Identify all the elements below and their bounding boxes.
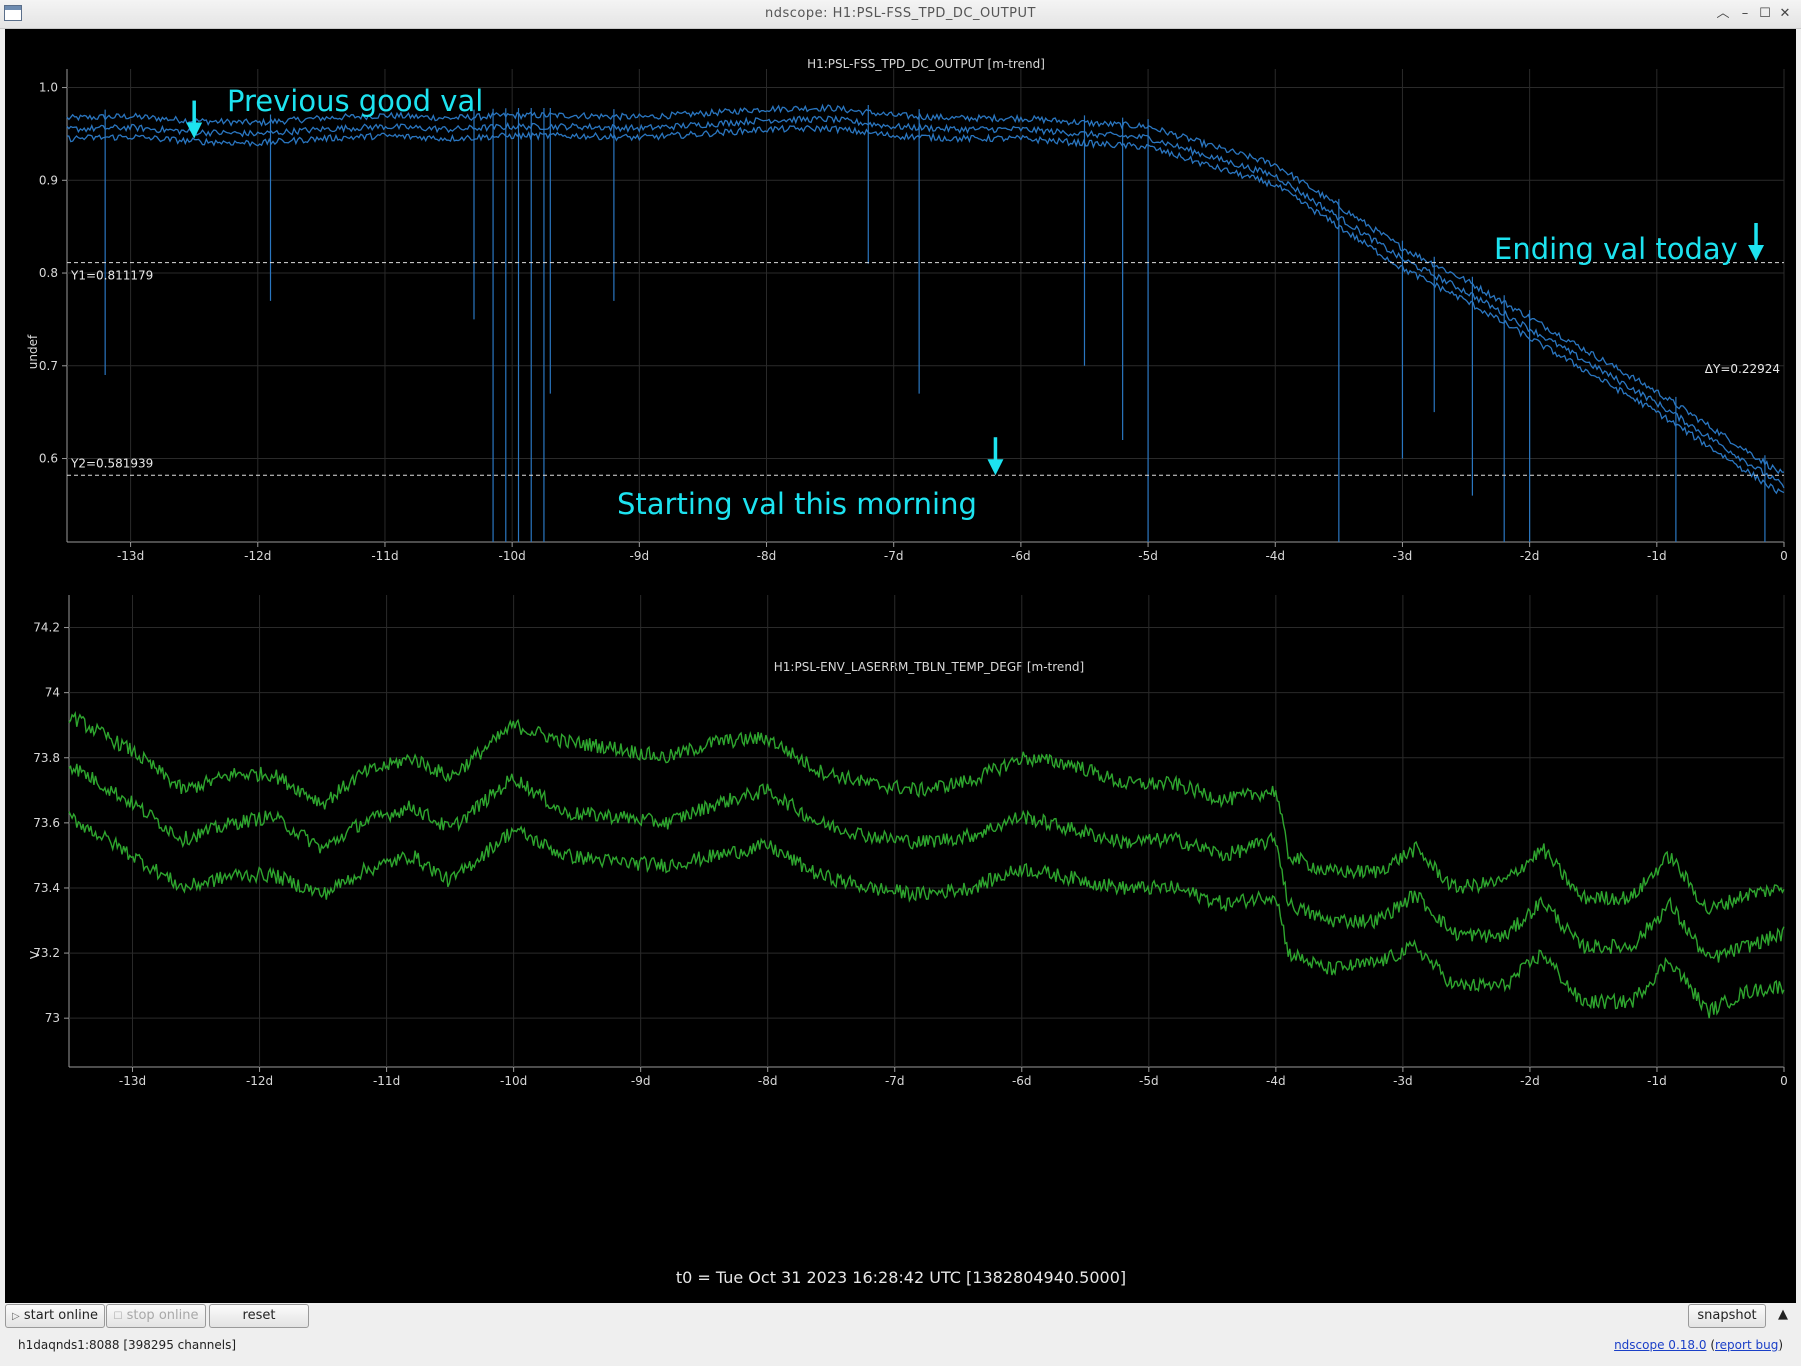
y-axis-ticks: 74.2 74 73.8 73.6 73.4 73.2 73	[33, 621, 69, 1025]
x-tick-label: -13d	[119, 1074, 146, 1088]
y-tick-label: 74.2	[33, 621, 60, 635]
expand-triangle-icon[interactable]: ▲	[1778, 1307, 1788, 1322]
paren-close: )	[1778, 1338, 1783, 1352]
start-online-label: start online	[23, 1308, 98, 1323]
chevron-up-icon[interactable]: ︿	[1716, 6, 1730, 21]
x-tick-label: -3d	[1393, 549, 1413, 563]
y-axis-ticks: 1.0 0.9 0.8 0.7 0.6	[39, 81, 67, 466]
x-tick-label: -8d	[758, 1074, 778, 1088]
x-tick-label: -10d	[500, 1074, 527, 1088]
report-bug-link[interactable]: report bug	[1715, 1338, 1779, 1352]
x-tick-label: -1d	[1647, 549, 1667, 563]
arrowhead	[1748, 244, 1765, 261]
window-titlebar: ndscope: H1:PSL-FSS_TPD_DC_OUTPUT ︿ – ☐ …	[0, 0, 1801, 29]
x-axis-ticks: -13d -12d -11d -10d -9d -8d -7d -6d -5d -4d -3d -2d…	[119, 1067, 1788, 1088]
snapshot-button[interactable]: snapshot	[1688, 1304, 1766, 1328]
y-tick-label: 74	[45, 686, 60, 700]
arrowhead	[987, 459, 1004, 476]
x-tick-label: -4d	[1266, 1074, 1286, 1088]
x-tick-label: -2d	[1520, 549, 1540, 563]
annotation-ending-val-today: Ending val today	[1494, 232, 1738, 266]
annotation-previous-good-val: Previous good val	[227, 84, 483, 118]
x-tick-label: -2d	[1520, 1074, 1540, 1088]
y-axis-label: undef	[26, 334, 40, 369]
paren-open: (	[1710, 1338, 1715, 1352]
grid	[66, 69, 1785, 543]
y-tick-label: 73.2	[33, 946, 60, 960]
x-tick-label: -7d	[884, 549, 904, 563]
x-tick-label: -8d	[757, 549, 777, 563]
y-tick-label: 0.6	[39, 452, 58, 466]
close-icon[interactable]: ✕	[1779, 6, 1791, 21]
x-tick-label: -4d	[1265, 549, 1285, 563]
plot-laserrm-table-temp[interactable]: H1:PSL-ENV_LASERRM_TBLN_TEMP_DEGF [m-tre…	[28, 595, 1788, 1088]
x-tick-label: -10d	[499, 549, 526, 563]
x-tick-label: -5d	[1139, 1074, 1159, 1088]
grid	[68, 595, 1785, 1068]
stop-icon: ☐	[113, 1311, 123, 1322]
x-tick-label: 0	[1780, 549, 1788, 563]
plot-area[interactable]: H1:PSL-FSS_TPD_DC_OUTPUT [m-trend] undef…	[5, 29, 1796, 1303]
app-window-icon	[4, 5, 22, 21]
series-group	[68, 710, 1785, 1019]
plot-title: H1:PSL-FSS_TPD_DC_OUTPUT [m-trend]	[807, 57, 1045, 71]
series-line-mean	[68, 763, 1785, 963]
cursor-y2-label: Y2=0.581939	[70, 456, 153, 470]
y-tick-label: 0.8	[39, 266, 58, 280]
series-line-max	[68, 710, 1785, 915]
maximize-icon[interactable]: ☐	[1759, 6, 1771, 21]
x-tick-label: -3d	[1393, 1074, 1413, 1088]
start-online-button[interactable]: ▷ start online	[5, 1304, 105, 1328]
plot-tpd-dc-output[interactable]: H1:PSL-FSS_TPD_DC_OUTPUT [m-trend] undef…	[26, 57, 1788, 563]
x-tick-label: -6d	[1012, 1074, 1032, 1088]
minimize-icon[interactable]: –	[1741, 6, 1749, 21]
stop-online-label: stop online	[126, 1308, 199, 1323]
x-tick-label: -12d	[244, 549, 271, 563]
x-tick-label: -5d	[1138, 549, 1158, 563]
x-tick-label: -9d	[630, 549, 650, 563]
x-tick-label: 0	[1780, 1074, 1788, 1088]
y-tick-label: 0.9	[39, 173, 58, 187]
x-tick-label: -1d	[1647, 1074, 1667, 1088]
x-tick-label: -7d	[885, 1074, 905, 1088]
series-line-min	[68, 811, 1785, 1019]
arrowhead	[186, 122, 203, 139]
y-tick-label: 0.7	[39, 359, 58, 373]
y-tick-label: 73.6	[33, 816, 60, 830]
y-axis-label: V	[28, 950, 42, 959]
cursor-delta-label: ΔY=0.22924	[1705, 362, 1780, 376]
y-tick-label: 1.0	[39, 81, 58, 95]
window-title: ndscope: H1:PSL-FSS_TPD_DC_OUTPUT	[765, 6, 1036, 21]
y-tick-label: 73.8	[33, 751, 60, 765]
x-tick-label: -9d	[631, 1074, 651, 1088]
cursors[interactable]: Y1=0.811179 Y2=0.581939 ΔY=0.22924	[67, 262, 1784, 476]
x-tick-label: -12d	[246, 1074, 273, 1088]
series-group	[66, 103, 1785, 542]
play-icon: ▷	[12, 1311, 20, 1322]
cursor-y1-label: Y1=0.811179	[70, 269, 153, 283]
version-link[interactable]: ndscope 0.18.0	[1614, 1338, 1707, 1352]
y-tick-label: 73	[45, 1011, 60, 1025]
series-line	[66, 124, 1785, 495]
x-tick-label: -11d	[371, 549, 398, 563]
series-line	[66, 103, 1785, 475]
version-info: ndscope 0.18.0 (report bug)	[1614, 1338, 1783, 1352]
stop-online-button[interactable]: ☐ stop online	[106, 1304, 206, 1328]
x-tick-label: -11d	[373, 1074, 400, 1088]
t0-label: t0 = Tue Oct 31 2023 16:28:42 UTC [13828…	[676, 1268, 1126, 1287]
x-tick-label: -13d	[117, 549, 144, 563]
x-axis-ticks: -13d -12d -11d -10d -9d -8d -7d -6d -5d -4d -3d -2d…	[117, 542, 1788, 563]
series-line	[66, 114, 1785, 489]
annotation-starting-val-morning: Starting val this morning	[617, 487, 977, 521]
x-tick-label: -6d	[1011, 549, 1031, 563]
y-tick-label: 73.4	[33, 881, 60, 895]
plot-title: H1:PSL-ENV_LASERRM_TBLN_TEMP_DEGF [m-tre…	[774, 660, 1084, 674]
annotations: Previous good val Ending val today Start…	[186, 84, 1765, 521]
reset-button[interactable]: reset	[209, 1304, 309, 1328]
plots-canvas[interactable]: H1:PSL-FSS_TPD_DC_OUTPUT [m-trend] undef…	[5, 29, 1796, 1303]
server-status: h1daqnds1:8088 [398295 channels]	[18, 1338, 237, 1352]
